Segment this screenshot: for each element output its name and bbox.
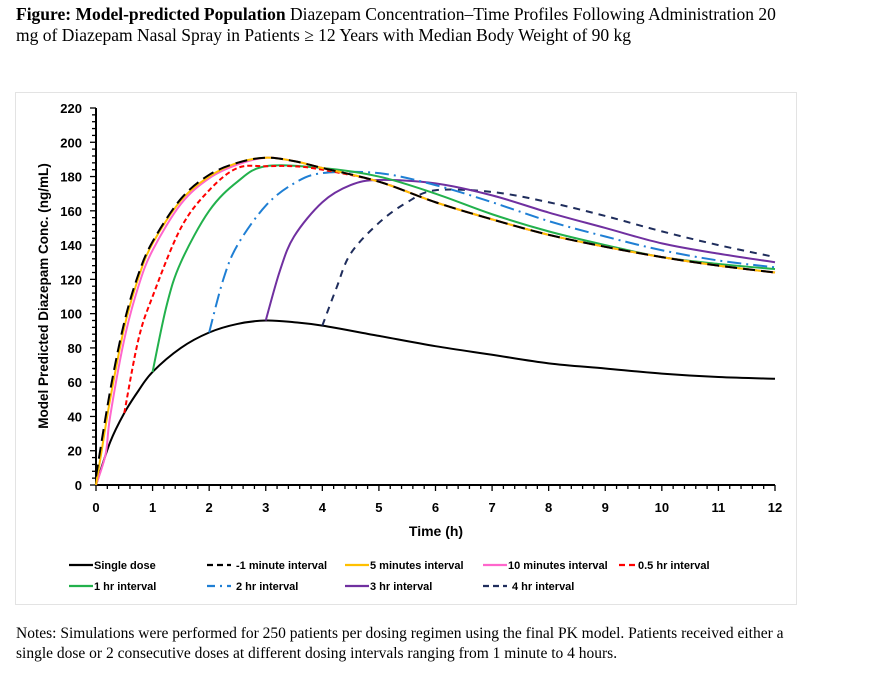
y-tick-label: 40: [68, 409, 82, 424]
x-tick-label: 8: [545, 500, 552, 515]
y-tick-label: 180: [60, 170, 82, 185]
x-tick-label: 1: [149, 500, 156, 515]
legend-label: 0.5 hr interval: [638, 560, 710, 572]
caption-bold: Figure: Model-predicted Population: [16, 4, 286, 24]
x-tick-label: 9: [602, 500, 609, 515]
legend-label: 1 hr interval: [94, 581, 156, 593]
caption-text: Diazepam Concentration–Time Profiles Fol…: [16, 4, 776, 45]
x-tick-label: 10: [655, 500, 669, 515]
x-tick-label: 0: [92, 500, 99, 515]
series-line-1: [95, 156, 776, 477]
x-tick-label: 11: [712, 500, 726, 515]
legend-label: 5 minutes interval: [370, 560, 464, 572]
y-tick-label: 100: [60, 307, 82, 322]
series-line-6: [208, 170, 776, 333]
y-tick-label: 220: [60, 101, 82, 116]
series-line-4: [123, 164, 776, 414]
y-tick-label: 160: [60, 204, 82, 219]
x-tick-label: 7: [488, 500, 495, 515]
x-tick-label: 2: [206, 500, 213, 515]
y-tick-label: 120: [60, 272, 82, 287]
series-line-7: [264, 178, 776, 321]
series-line-5: [151, 164, 776, 373]
x-tick-label: 5: [375, 500, 382, 515]
chart-frame: [15, 92, 797, 605]
series-line-0: [95, 319, 776, 486]
series-line-8: [321, 188, 776, 326]
y-tick-label: 0: [75, 478, 82, 493]
x-tick-label: 12: [768, 500, 782, 515]
y-tick-label: 140: [60, 238, 82, 253]
x-tick-label: 6: [432, 500, 439, 515]
series-line-3: [95, 156, 776, 486]
x-tick-label: 4: [319, 500, 327, 515]
y-tick-label: 80: [68, 341, 82, 356]
figure-caption: Figure: Model-predicted Population Diaze…: [16, 4, 776, 46]
y-tick-label: 200: [60, 135, 82, 150]
y-tick-label: 20: [68, 444, 82, 459]
legend-label: 4 hr interval: [512, 581, 574, 593]
legend-label: 3 hr interval: [370, 581, 432, 593]
series-line-2: [95, 156, 776, 486]
legend-label: 10 minutes interval: [508, 560, 608, 572]
x-tick-label: 3: [262, 500, 269, 515]
figure-notes: Notes: Simulations were performed for 25…: [16, 625, 784, 662]
legend-label: -1 minute interval: [236, 560, 327, 572]
x-axis-label: Time (h): [409, 523, 463, 539]
legend-label: 2 hr interval: [236, 581, 298, 593]
y-tick-label: 60: [68, 375, 82, 390]
legend-label: Single dose: [94, 560, 156, 572]
y-axis-label: Model Predicted Diazepam Conc. (ng/mL): [36, 163, 51, 429]
